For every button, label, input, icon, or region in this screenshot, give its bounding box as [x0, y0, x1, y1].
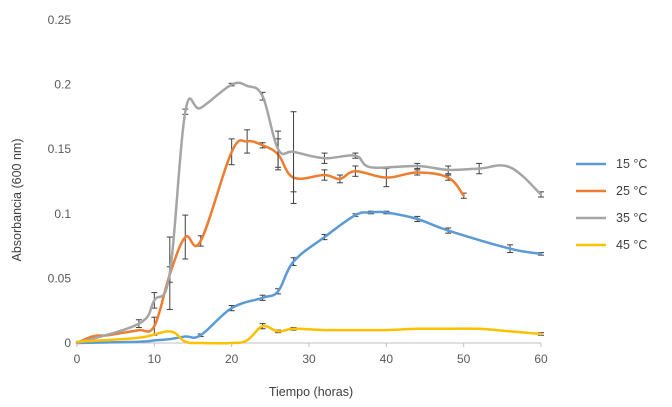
legend-label: 25 °C: [616, 184, 647, 198]
y-axis-title-group: Absorbancia (600 nm): [10, 139, 24, 262]
y-tick-label: 0.1: [54, 207, 71, 221]
x-tick-label: 20: [225, 352, 239, 366]
x-axis-title: Tiempo (horas): [269, 385, 353, 399]
y-tick-label: 0.05: [48, 271, 72, 285]
y-tick-label: 0: [64, 336, 71, 350]
x-tick-label: 30: [302, 352, 316, 366]
series-1: [75, 129, 467, 345]
legend: 15 °C 25 °C 35 °C 45 °C: [576, 157, 647, 252]
series-line: [75, 139, 465, 345]
x-tick-label: 50: [457, 352, 471, 366]
series-line: [75, 324, 543, 345]
legend-label: 15 °C: [616, 157, 647, 171]
x-tick-label: 10: [148, 352, 162, 366]
x-tick-label: 60: [534, 352, 548, 366]
y-tick-label: 0.15: [48, 142, 72, 156]
x-tick-label: 0: [74, 352, 81, 366]
legend-label: 35 °C: [616, 211, 647, 225]
series-0: [75, 210, 544, 345]
series-3: [75, 323, 544, 345]
x-tick-label: 40: [380, 352, 394, 366]
series-2: [75, 81, 544, 345]
series-line: [75, 81, 543, 345]
y-axis-title: Absorbancia (600 nm): [10, 139, 24, 262]
plot-area: 0 10 20 30 40 50 60 0 0.05 0.1 0.15 0.2 0.25: [48, 13, 548, 366]
y-tick-label: 0.2: [54, 78, 71, 92]
y-tick-label: 0.25: [48, 13, 72, 27]
series-line: [75, 210, 543, 345]
legend-label: 45 °C: [616, 238, 647, 252]
